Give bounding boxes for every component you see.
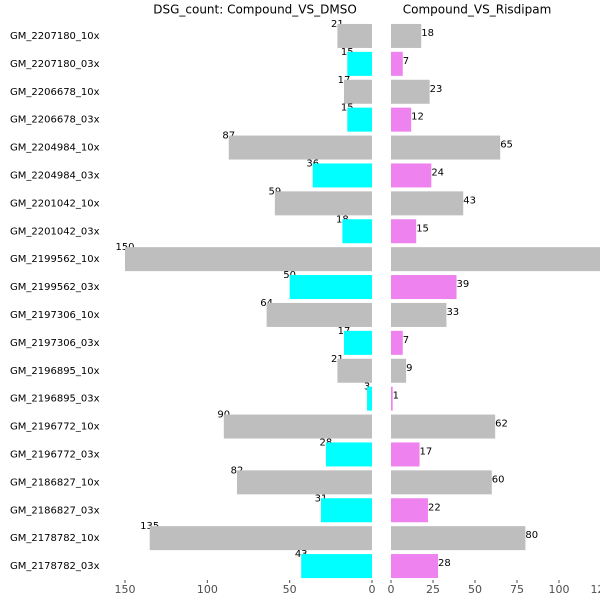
value-label: 60 xyxy=(492,474,505,485)
panel-title: DSG_count: Compound_VS_DMSO xyxy=(153,3,357,17)
bar xyxy=(391,219,417,244)
bar xyxy=(367,386,372,411)
value-label: 39 xyxy=(457,279,470,290)
bar xyxy=(391,526,526,551)
value-label: 62 xyxy=(495,419,508,430)
y-tick-label: GM_2206678_03x xyxy=(10,115,100,126)
x-tick-label: 100 xyxy=(197,583,218,596)
y-tick-label: GM_2199562_10x xyxy=(10,254,100,265)
bar xyxy=(391,51,403,76)
bar xyxy=(228,135,372,160)
y-tick-label: GM_2204984_03x xyxy=(10,170,100,181)
y-tick-label: GM_2196895_03x xyxy=(10,394,100,405)
bar xyxy=(342,219,372,244)
y-tick-label: GM_2207180_03x xyxy=(10,59,100,70)
panel-title: Compound_VS_Risdipam xyxy=(403,3,552,17)
bar xyxy=(391,247,600,272)
y-tick-label: GM_2196772_10x xyxy=(10,422,100,433)
bar xyxy=(391,163,432,188)
bar xyxy=(236,470,372,495)
bar xyxy=(301,554,372,579)
bar xyxy=(320,498,372,523)
bar xyxy=(391,275,457,300)
y-tick-label: GM_2196772_03x xyxy=(10,449,100,460)
x-tick-label: 25 xyxy=(426,583,440,596)
value-label: 23 xyxy=(430,84,443,95)
y-tick-label: GM_2196895_10x xyxy=(10,366,100,377)
value-label: 33 xyxy=(446,307,459,318)
x-tick-label: 50 xyxy=(283,583,297,596)
y-tick-label: GM_2178782_10x xyxy=(10,533,100,544)
value-label: 9 xyxy=(406,363,412,374)
y-tick-label: GM_2186827_03x xyxy=(10,505,100,516)
x-tick-label: 125 xyxy=(591,583,600,596)
value-label: 28 xyxy=(438,558,451,569)
value-label: 15 xyxy=(416,223,429,234)
bar xyxy=(391,135,501,160)
bar xyxy=(391,498,428,523)
y-tick-label: GM_2199562_03x xyxy=(10,282,100,293)
x-tick-label: 0 xyxy=(369,583,376,596)
bar xyxy=(391,79,430,104)
bar xyxy=(391,191,464,216)
value-label: 65 xyxy=(500,140,513,151)
bar xyxy=(391,358,407,383)
bar xyxy=(344,79,372,104)
x-tick-label: 50 xyxy=(468,583,482,596)
y-tick-label: GM_2201042_10x xyxy=(10,198,100,209)
bar xyxy=(347,51,372,76)
bar xyxy=(391,330,403,355)
bar xyxy=(149,526,372,551)
y-tick-label: GM_2206678_10x xyxy=(10,87,100,98)
x-tick-label: 0 xyxy=(388,583,395,596)
value-label: 18 xyxy=(421,28,434,39)
y-tick-label: GM_2186827_10x xyxy=(10,477,100,488)
bar xyxy=(391,107,412,132)
bar xyxy=(337,358,372,383)
bar xyxy=(223,414,372,439)
value-label: 1 xyxy=(393,391,399,402)
x-tick-label: 100 xyxy=(549,583,570,596)
y-tick-label: GM_2197306_10x xyxy=(10,310,100,321)
bar xyxy=(391,302,447,327)
bar xyxy=(391,23,422,48)
bar xyxy=(312,163,372,188)
value-label: 7 xyxy=(403,56,409,67)
y-tick-label: GM_2204984_10x xyxy=(10,143,100,154)
bar xyxy=(391,414,496,439)
bar xyxy=(337,23,372,48)
bar xyxy=(344,330,372,355)
y-tick-label: GM_2207180_10x xyxy=(10,31,100,42)
value-label: 17 xyxy=(420,446,433,457)
value-label: 80 xyxy=(525,530,538,541)
value-label: 43 xyxy=(463,195,476,206)
bar xyxy=(325,442,372,467)
x-tick-label: 75 xyxy=(510,583,524,596)
bar xyxy=(391,554,439,579)
y-tick-label: GM_2201042_03x xyxy=(10,226,100,237)
bar xyxy=(266,302,372,327)
bar xyxy=(274,191,372,216)
bar xyxy=(347,107,372,132)
bar xyxy=(391,442,420,467)
bar xyxy=(391,470,492,495)
bar xyxy=(391,386,393,411)
y-tick-label: GM_2178782_03x xyxy=(10,561,100,572)
value-label: 22 xyxy=(428,502,441,513)
x-tick-label: 150 xyxy=(115,583,136,596)
value-label: 7 xyxy=(403,335,409,346)
value-label: 24 xyxy=(431,167,444,178)
bar xyxy=(125,247,372,272)
bar xyxy=(289,275,372,300)
y-tick-label: GM_2197306_03x xyxy=(10,338,100,349)
value-label: 12 xyxy=(411,112,424,123)
